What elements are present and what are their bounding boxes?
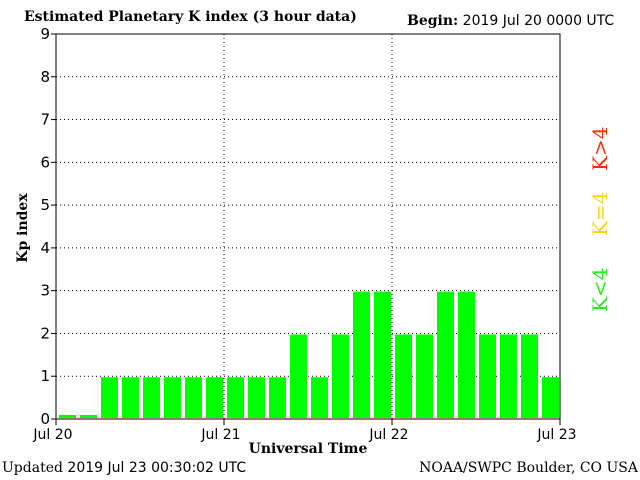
x-tick-label: Jul 22 bbox=[368, 427, 408, 443]
kp-bar bbox=[80, 415, 97, 418]
kp-bar bbox=[332, 334, 349, 418]
x-tick-label: Jul 21 bbox=[200, 427, 240, 443]
y-tick-label: 3 bbox=[40, 282, 50, 300]
kp-bar bbox=[206, 377, 223, 418]
y-tick-label: 7 bbox=[40, 111, 50, 129]
kp-bar bbox=[416, 334, 433, 418]
y-tick-label: 5 bbox=[40, 196, 50, 214]
kp-bar bbox=[311, 377, 328, 418]
y-tick-label: 4 bbox=[40, 239, 50, 257]
kp-bar bbox=[122, 377, 139, 418]
kp-bar bbox=[479, 334, 496, 418]
kp-bar bbox=[290, 334, 307, 418]
kp-bar bbox=[227, 377, 244, 418]
begin-value: 2019 Jul 20 0000 UTC bbox=[462, 13, 615, 29]
y-tick-label: 2 bbox=[40, 324, 50, 342]
plot-frame bbox=[55, 33, 561, 420]
y-tick-label: 1 bbox=[40, 367, 50, 385]
kp-bar bbox=[374, 291, 391, 418]
kp-bar bbox=[248, 377, 265, 418]
kp-bar bbox=[395, 334, 412, 418]
begin-label: Begin: bbox=[407, 13, 459, 29]
updated-value: 2019 Jul 23 00:30:02 UTC bbox=[67, 460, 247, 476]
kp-bar bbox=[542, 377, 559, 418]
x-axis-label: Universal Time bbox=[249, 441, 368, 457]
kp-bar bbox=[521, 334, 538, 418]
legend-k-less-4: K<4 bbox=[588, 267, 612, 312]
y-tick-label: 9 bbox=[40, 25, 50, 43]
updated-info: Updated 2019 Jul 23 00:30:02 UTC bbox=[2, 460, 246, 476]
updated-label: Updated bbox=[2, 460, 63, 476]
kp-bar bbox=[353, 291, 370, 418]
kp-bar bbox=[458, 291, 475, 418]
kp-bar bbox=[59, 415, 76, 418]
kp-bar bbox=[143, 377, 160, 418]
kp-bar bbox=[269, 377, 286, 418]
begin-info: Begin: 2019 Jul 20 0000 UTC bbox=[407, 13, 614, 29]
y-tick-label: 6 bbox=[40, 153, 50, 171]
legend-k-equal-4: K=4 bbox=[588, 191, 612, 236]
legend-k-greater-4: K>4 bbox=[588, 126, 612, 171]
y-tick-label: 0 bbox=[40, 410, 50, 428]
kp-bar bbox=[500, 334, 517, 418]
kp-bar bbox=[101, 377, 118, 418]
y-axis-label: Kp index bbox=[15, 193, 31, 263]
kp-bar bbox=[185, 377, 202, 418]
y-tick-label: 8 bbox=[40, 68, 50, 86]
credit-text: NOAA/SWPC Boulder, CO USA bbox=[419, 460, 638, 476]
chart-title: Estimated Planetary K index (3 hour data… bbox=[24, 9, 357, 25]
kp-bar bbox=[437, 291, 454, 418]
kp-bar bbox=[164, 377, 181, 418]
x-tick-label: Jul 23 bbox=[536, 427, 576, 443]
x-tick-label: Jul 20 bbox=[32, 427, 72, 443]
